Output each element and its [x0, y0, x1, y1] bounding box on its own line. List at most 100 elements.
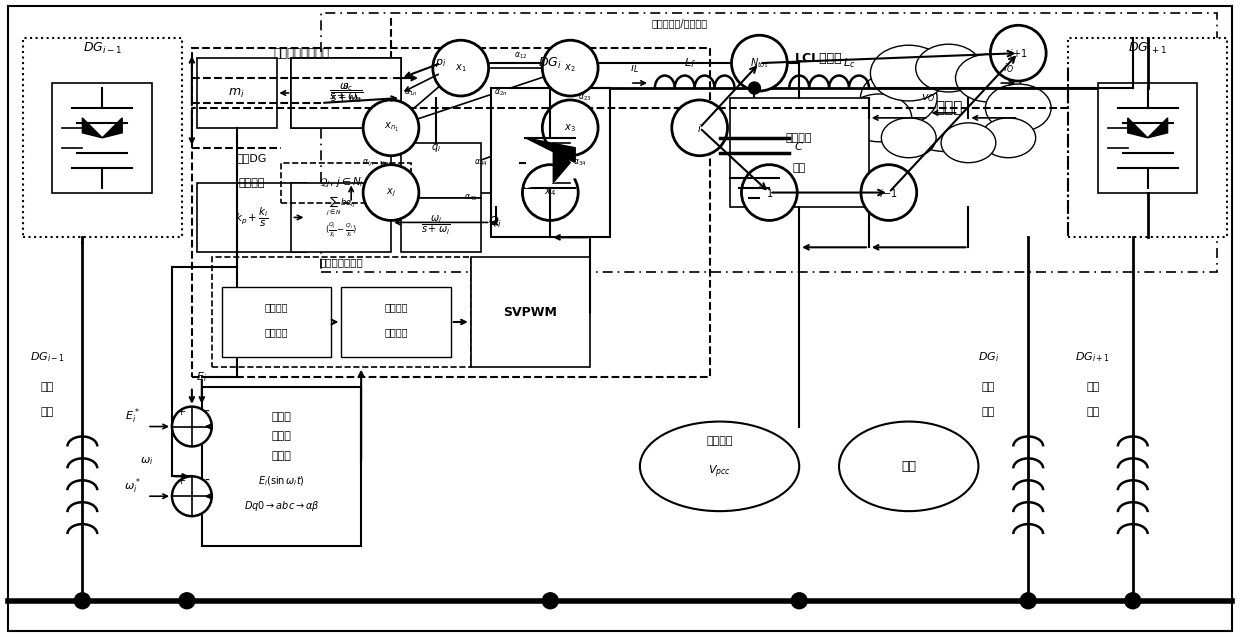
Text: 弦基准: 弦基准 — [272, 431, 291, 441]
Text: 分布式单元/代理节点: 分布式单元/代理节点 — [652, 18, 708, 28]
Circle shape — [542, 100, 598, 155]
Text: LCL滤波器: LCL滤波器 — [795, 52, 843, 64]
Polygon shape — [553, 143, 570, 183]
Text: $v_O$: $v_O$ — [921, 92, 936, 104]
Text: $x_4$: $x_4$ — [544, 187, 557, 199]
Text: 阻抗: 阻抗 — [41, 406, 55, 417]
Text: $DG_{i-1}$: $DG_{i-1}$ — [30, 350, 64, 364]
Text: 负载: 负载 — [901, 460, 916, 473]
Text: $x_2$: $x_2$ — [564, 62, 577, 74]
Ellipse shape — [640, 422, 800, 511]
Text: 互联网: 互联网 — [935, 101, 962, 115]
Bar — [22, 38, 182, 238]
Ellipse shape — [882, 118, 936, 158]
Text: $\alpha_{(n-1)n}$: $\alpha_{(n-1)n}$ — [362, 157, 389, 169]
Ellipse shape — [846, 94, 911, 142]
Text: $m_i$: $m_i$ — [228, 87, 246, 99]
Text: $E_i^*$: $E_i^*$ — [125, 407, 140, 426]
Text: 电流控制: 电流控制 — [384, 327, 408, 337]
Bar — [52, 83, 153, 192]
Text: $DG_{i-1}$: $DG_{i-1}$ — [83, 41, 122, 55]
Bar — [471, 257, 590, 367]
Polygon shape — [1127, 118, 1148, 138]
Text: $V_{pcc}$: $V_{pcc}$ — [708, 463, 732, 480]
Circle shape — [749, 82, 760, 94]
Text: $x_1$: $x_1$ — [455, 62, 466, 74]
Circle shape — [1125, 593, 1141, 609]
Text: $k_p+\dfrac{k_i}{s}$: $k_p+\dfrac{k_i}{s}$ — [234, 206, 269, 229]
Text: $q_i$: $q_i$ — [430, 142, 441, 154]
Text: $\dfrac{\omega_i}{s+\omega_i}$: $\dfrac{\omega_i}{s+\omega_i}$ — [422, 213, 450, 237]
Ellipse shape — [915, 44, 981, 92]
Text: $\alpha_{2n}$: $\alpha_{2n}$ — [494, 88, 507, 98]
Bar — [197, 58, 277, 128]
Ellipse shape — [941, 123, 996, 162]
Ellipse shape — [956, 54, 1022, 102]
Text: 比例谐振: 比例谐振 — [265, 302, 288, 312]
Circle shape — [179, 593, 195, 609]
Bar — [212, 257, 471, 367]
Text: 一致性下垂控制器: 一致性下垂控制器 — [273, 47, 330, 60]
Text: -: - — [205, 404, 210, 419]
Text: 发生器: 发生器 — [272, 452, 291, 461]
Text: 母线电压: 母线电压 — [707, 436, 733, 447]
Text: $\dfrac{\omega_c}{s+\omega_c}$: $\dfrac{\omega_c}{s+\omega_c}$ — [330, 81, 363, 105]
Bar — [1068, 38, 1228, 238]
Text: $i\!+\!1$: $i\!+\!1$ — [1009, 47, 1028, 59]
Ellipse shape — [986, 84, 1052, 132]
Text: $\alpha_{44}$: $\alpha_{44}$ — [474, 157, 487, 168]
Circle shape — [861, 165, 916, 220]
Circle shape — [172, 476, 212, 516]
Text: $DG_{i+1}$: $DG_{i+1}$ — [1128, 41, 1167, 55]
Text: $C$: $C$ — [795, 140, 804, 152]
Circle shape — [172, 406, 212, 447]
Polygon shape — [102, 118, 123, 138]
Text: 临近DG: 临近DG — [237, 153, 267, 162]
Circle shape — [991, 25, 1047, 81]
Text: $\alpha_{12}$: $\alpha_{12}$ — [513, 51, 527, 61]
Ellipse shape — [839, 422, 978, 511]
Text: $L_c$: $L_c$ — [843, 56, 856, 70]
Circle shape — [1021, 593, 1037, 609]
Text: $\mathcal{Q}_j,\,j\in N_i$: $\mathcal{Q}_j,\,j\in N_i$ — [319, 175, 363, 190]
Text: $DG_{i+1}$: $DG_{i+1}$ — [1075, 350, 1111, 364]
Polygon shape — [526, 162, 575, 187]
Bar — [202, 387, 361, 546]
Text: $\boldsymbol{Q_i}$: $\boldsymbol{Q_i}$ — [489, 215, 502, 230]
Circle shape — [363, 100, 419, 155]
Circle shape — [672, 100, 728, 155]
Circle shape — [522, 165, 578, 220]
Text: $i_O$: $i_O$ — [1003, 61, 1014, 75]
Text: 电压电流控制器: 电压电流控制器 — [320, 257, 363, 268]
Circle shape — [542, 593, 558, 609]
Bar — [401, 143, 481, 197]
Text: $DG_i$: $DG_i$ — [977, 350, 999, 364]
Text: 线路: 线路 — [1086, 382, 1100, 392]
Text: $L_f$: $L_f$ — [683, 56, 696, 70]
Circle shape — [742, 165, 797, 220]
Text: 阻抗: 阻抗 — [982, 406, 994, 417]
Text: $E_i(\sin\omega_i t)$: $E_i(\sin\omega_i t)$ — [258, 475, 305, 488]
Text: $\dfrac{s}{s+\omega_n}$: $\dfrac{s}{s+\omega_n}$ — [330, 82, 363, 104]
Bar — [222, 287, 331, 357]
Text: $\alpha_{45}$: $\alpha_{45}$ — [464, 192, 477, 203]
Text: $x_j$: $x_j$ — [386, 187, 396, 199]
Ellipse shape — [888, 64, 1009, 152]
Bar — [401, 197, 481, 252]
Text: $\omega_i^*$: $\omega_i^*$ — [124, 476, 140, 496]
Circle shape — [74, 593, 91, 609]
Circle shape — [363, 165, 419, 220]
Text: $x_3$: $x_3$ — [564, 122, 577, 134]
Text: 电压控制: 电压控制 — [265, 327, 288, 337]
Polygon shape — [1148, 118, 1168, 138]
Bar — [491, 88, 610, 238]
Text: $DG_i$: $DG_i$ — [538, 55, 562, 71]
Text: 线路: 线路 — [982, 382, 994, 392]
Text: +: + — [177, 476, 186, 486]
Text: 三相正: 三相正 — [272, 412, 291, 422]
Text: $\sum_{j\in N}b\alpha_{ij}$
$(\frac{Q_j}{\chi_j}-\frac{Q_i}{\chi_i})$: $\sum_{j\in N}b\alpha_{ij}$ $(\frac{Q_j}… — [325, 195, 357, 240]
Bar — [281, 162, 410, 203]
Text: $i_L$: $i_L$ — [630, 61, 640, 75]
Bar — [1097, 83, 1198, 192]
Bar — [291, 58, 401, 128]
